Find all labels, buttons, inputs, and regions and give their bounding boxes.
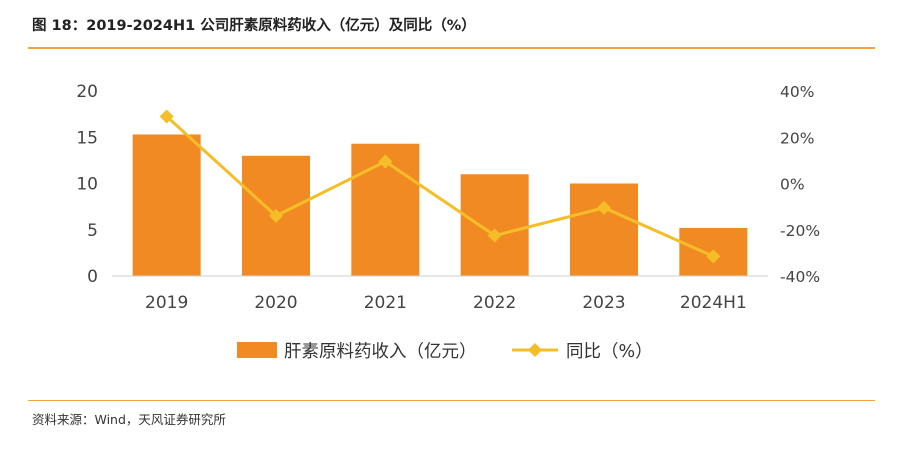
y-left-tick-label: 10 xyxy=(76,175,98,195)
y-left-tick-label: 15 xyxy=(76,128,98,148)
y-right-tick-label: 40% xyxy=(780,83,814,101)
bar-2023 xyxy=(570,183,638,276)
y-right-tick-label: -40% xyxy=(780,268,820,286)
legend-line-marker xyxy=(528,343,542,357)
x-tick-label: 2023 xyxy=(582,293,625,313)
y-left-tick-label: 5 xyxy=(87,221,98,241)
yoy-marker-2019 xyxy=(159,109,174,124)
bar-2022 xyxy=(460,174,529,276)
chart-title: 图 18：2019-2024H1 公司肝素原料药收入（亿元）及同比（%） xyxy=(32,18,476,34)
footer-divider xyxy=(28,400,875,401)
bar-2019 xyxy=(132,134,201,276)
title-divider xyxy=(28,47,875,49)
x-tick-label: 2021 xyxy=(364,293,407,313)
y-right-tick-label: 20% xyxy=(780,129,814,147)
yoy-marker-2020 xyxy=(269,208,283,223)
x-tick-label: 2020 xyxy=(254,293,297,313)
yoy-marker-2024H1 xyxy=(706,249,721,264)
chart: 0 5 10 15 20 -40% -20% 0% 20% 40% 2019 2020 2021 2022… xyxy=(76,82,820,362)
y-left-tick-label: 0 xyxy=(87,267,98,287)
legend-bar-label: 肝素原料药收入（亿元） xyxy=(284,342,477,362)
legend-bar-swatch xyxy=(237,342,277,358)
yoy-marker-2021 xyxy=(378,154,393,169)
y-left-tick-label: 20 xyxy=(76,82,98,102)
x-tick-label: 2024H1 xyxy=(680,293,747,313)
yoy-marker-2023 xyxy=(597,200,611,215)
legend-line-label: 同比（%） xyxy=(566,342,653,362)
yoy-marker-2022 xyxy=(487,228,502,243)
y-right-tick-label: 0% xyxy=(780,176,805,194)
yoy-line xyxy=(165,115,714,258)
x-tick-label: 2019 xyxy=(145,293,188,313)
x-tick-label: 2022 xyxy=(473,293,516,313)
y-right-tick-label: -20% xyxy=(780,222,820,240)
source-note: 资料来源：Wind，天风证券研究所 xyxy=(32,412,226,427)
